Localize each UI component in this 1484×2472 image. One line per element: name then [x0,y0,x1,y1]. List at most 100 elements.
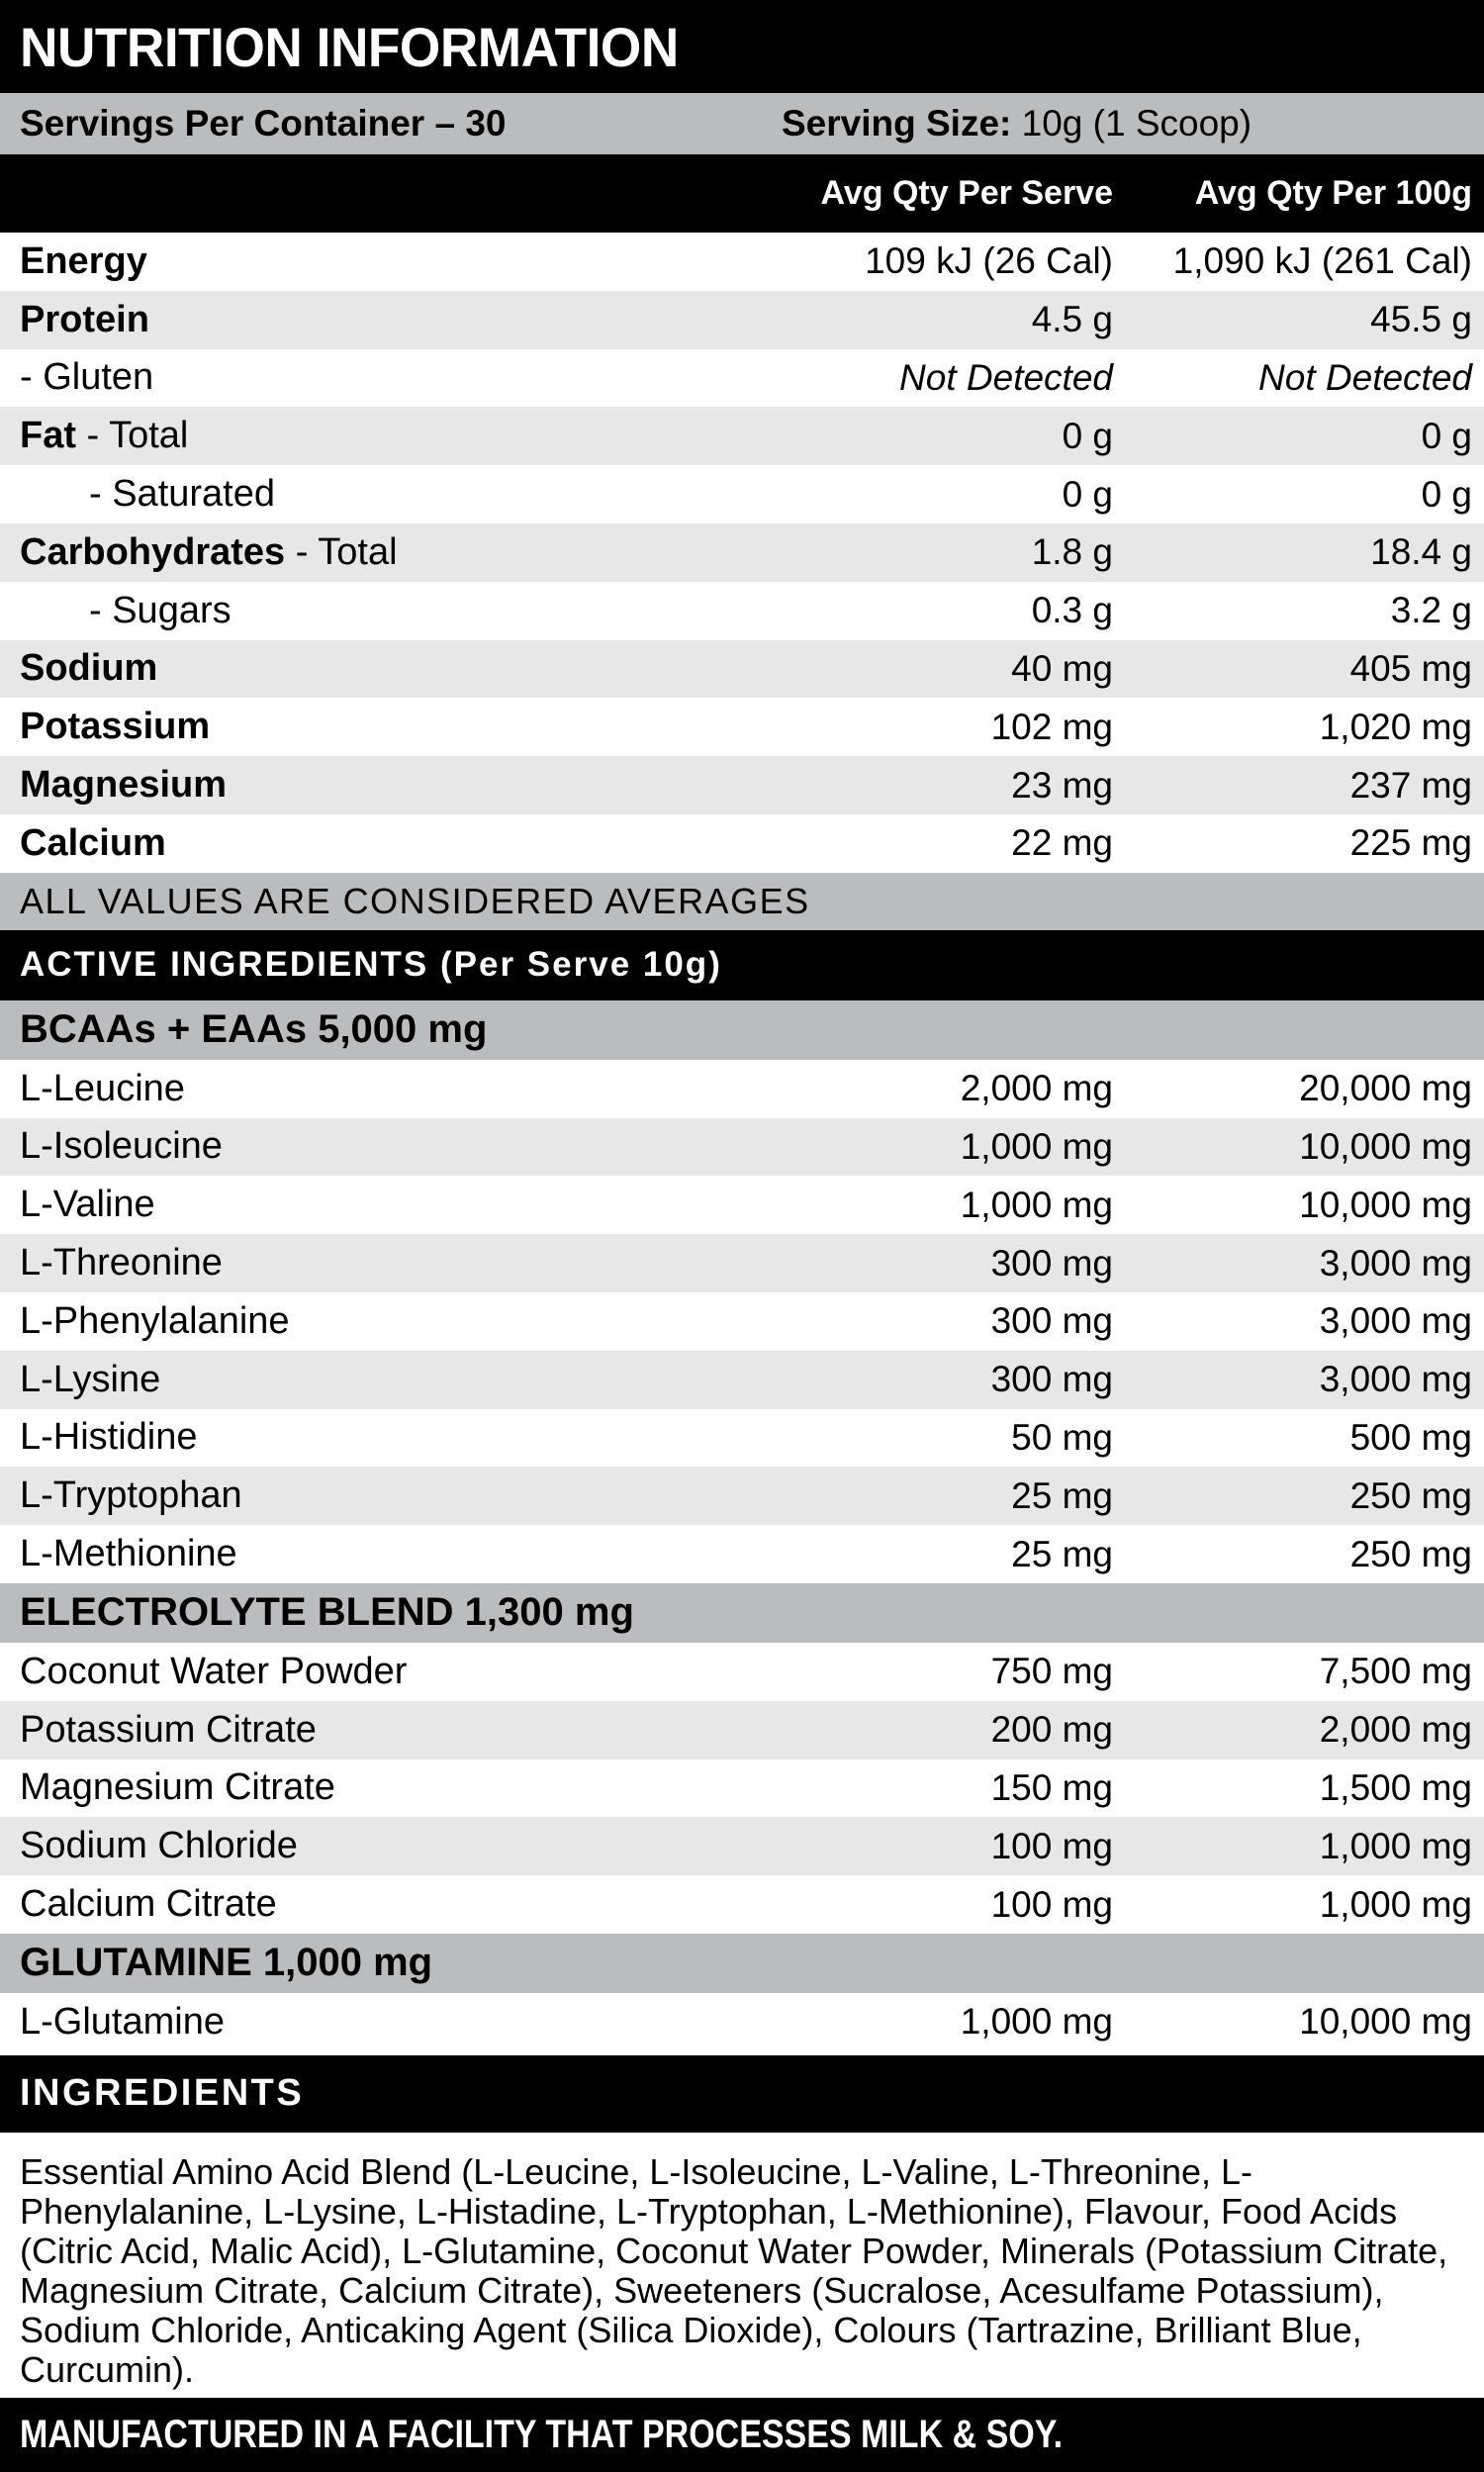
nutrient-label: Protein [20,299,747,341]
column-header-per-serve: Avg Qty Per Serve [820,174,1113,212]
allergen-statement: MANUFACTURED IN A FACILITY THAT PROCESSE… [20,2413,1064,2456]
row-l-histidine: L-Histidine 50 mg 500 mg [0,1408,1484,1468]
value-per-100g: 250 mg [1349,1533,1472,1574]
row-calcium: Calcium 22 mg 225 mg [0,813,1484,873]
ingredient-label: L-Histidine [20,1416,198,1459]
value-per-serve: 100 mg [990,1883,1113,1925]
row-potassium-citrate: Potassium Citrate 200 mg 2,000 mg [0,1700,1484,1759]
row-protein: Protein 4.5 g 45.5 g [0,290,1484,349]
value-per-100g: 225 mg [1349,822,1472,864]
page-title: NUTRITION INFORMATION [20,15,679,78]
row-l-valine: L-Valine 1,000 mg 10,000 mg [0,1176,1484,1235]
ingredient-label: L-Methionine [20,1533,237,1575]
value-per-100g: 3,000 mg [1319,1359,1472,1400]
row-sodium: Sodium 40 mg 405 mg [0,639,1484,699]
nutrient-label-rest: - Total [285,530,398,573]
value-per-serve: 1.8 g [1031,531,1113,573]
nutrient-label-bold: Fat [20,415,76,457]
value-per-serve: 300 mg [990,1300,1113,1342]
ingredient-label: L-Isoleucine [20,1125,223,1168]
ingredient-label: L-Leucine [20,1067,185,1109]
value-per-serve: 50 mg [1011,1416,1113,1458]
value-per-serve: Not Detected [899,356,1113,398]
nutrient-label: Fat - Total [20,415,747,457]
nutrient-label: - Gluten [20,356,747,399]
value-per-serve: 40 mg [1011,647,1113,689]
serving-info-bar: Servings Per Container – 30 Serving Size… [0,93,1484,154]
value-per-100g: 1,090 kJ (261 Cal) [1172,240,1472,282]
divider [0,2050,1484,2055]
nutrient-label: Sodium [20,647,747,690]
nutrient-label-rest: - Sugars [89,589,232,631]
ingredient-label: L-Glutamine [20,2000,225,2043]
nutrient-label: Carbohydrates - Total [20,531,747,574]
ingredient-label: L-Threonine [20,1242,223,1284]
value-per-100g: 0 g [1421,415,1472,456]
nutrient-label: Calcium [20,822,747,865]
value-per-100g: 3,000 mg [1319,1242,1472,1284]
ingredient-label: Magnesium Citrate [20,1766,335,1809]
nutrient-label-bold: Energy [20,239,147,282]
ingredient-label: L-Tryptophan [20,1474,242,1517]
value-per-100g: 7,500 mg [1319,1651,1472,1692]
glutamine-section-header-bar: GLUTAMINE 1,000 mg [0,1933,1484,1993]
row-saturated-fat: - Saturated 0 g 0 g [0,465,1484,523]
row-carbohydrates-total: Carbohydrates - Total 1.8 g 18.4 g [0,523,1484,582]
nutrient-label-rest: - Total [76,415,189,457]
active-ingredients-header-bar: ACTIVE INGREDIENTS (Per Serve 10g) [0,929,1484,1000]
row-l-isoleucine: L-Isoleucine 1,000 mg 10,000 mg [0,1117,1484,1177]
electrolyte-section-header-bar: ELECTROLYTE BLEND 1,300 mg [0,1582,1484,1643]
bcaa-section-header: BCAAs + EAAs 5,000 mg [20,1007,488,1052]
nutrient-label-rest: - Gluten [20,356,154,399]
ingredient-label: Sodium Chloride [20,1825,298,1867]
row-coconut-water-powder: Coconut Water Powder 750 mg 7,500 mg [0,1642,1484,1701]
value-per-100g: 500 mg [1349,1416,1472,1458]
glutamine-section-header: GLUTAMINE 1,000 mg [20,1941,433,1985]
value-per-serve: 25 mg [1011,1533,1113,1574]
column-header-per-100g: Avg Qty Per 100g [1194,174,1472,212]
value-per-100g: Not Detected [1258,356,1472,398]
nutrient-label-bold: Protein [20,298,149,340]
row-l-tryptophan: L-Tryptophan 25 mg 250 mg [0,1467,1484,1526]
title-bar: NUTRITION INFORMATION [0,0,1484,93]
row-l-threonine: L-Threonine 300 mg 3,000 mg [0,1234,1484,1292]
allergen-footer-bar: MANUFACTURED IN A FACILITY THAT PROCESSE… [0,2398,1484,2472]
value-per-serve: 1,000 mg [960,1184,1113,1225]
nutrient-label-bold: Potassium [20,706,211,748]
value-per-serve: 109 kJ (26 Cal) [865,240,1113,282]
value-per-100g: 1,500 mg [1319,1766,1472,1808]
value-per-100g: 3.2 g [1390,590,1472,631]
nutrient-label-bold: Magnesium [20,764,228,807]
column-header-bar: Avg Qty Per Serve Avg Qty Per 100g [0,154,1484,233]
value-per-serve: 4.5 g [1031,299,1113,340]
row-calcium-citrate: Calcium Citrate 100 mg 1,000 mg [0,1875,1484,1934]
row-sugars: - Sugars 0.3 g 3.2 g [0,581,1484,640]
row-l-glutamine: L-Glutamine 1,000 mg 10,000 mg [0,1992,1484,2051]
nutrient-label: Magnesium [20,764,747,807]
row-sodium-chloride: Sodium Chloride 100 mg 1,000 mg [0,1817,1484,1876]
value-per-serve: 200 mg [990,1709,1113,1751]
nutrient-label-bold: Sodium [20,647,158,690]
nutrient-label: - Saturated [20,473,747,516]
row-magnesium: Magnesium 23 mg 237 mg [0,756,1484,814]
value-per-serve: 0.3 g [1031,590,1113,631]
value-per-serve: 0 g [1062,415,1113,456]
value-per-100g: 45.5 g [1370,299,1472,340]
row-fat-total: Fat - Total 0 g 0 g [0,407,1484,466]
value-per-100g: 18.4 g [1370,531,1472,573]
value-per-100g: 10,000 mg [1299,1184,1472,1225]
serving-size-value: 10g (1 Scoop) [1011,103,1252,143]
row-energy: Energy 109 kJ (26 Cal) 1,090 kJ (261 Cal… [0,233,1484,291]
value-per-100g: 20,000 mg [1299,1068,1472,1109]
value-per-100g: 237 mg [1349,764,1472,806]
ingredients-header: INGREDIENTS [20,2072,305,2115]
servings-per-container: Servings Per Container – 30 [20,103,507,143]
value-per-serve: 100 mg [990,1825,1113,1866]
nutrient-label: Energy [20,240,747,283]
ingredient-label: Calcium Citrate [20,1883,277,1926]
averages-note: ALL VALUES ARE CONSIDERED AVERAGES [20,880,810,921]
value-per-serve: 22 mg [1011,822,1113,864]
value-per-serve: 750 mg [990,1651,1113,1692]
ingredients-header-bar: INGREDIENTS [0,2054,1484,2133]
